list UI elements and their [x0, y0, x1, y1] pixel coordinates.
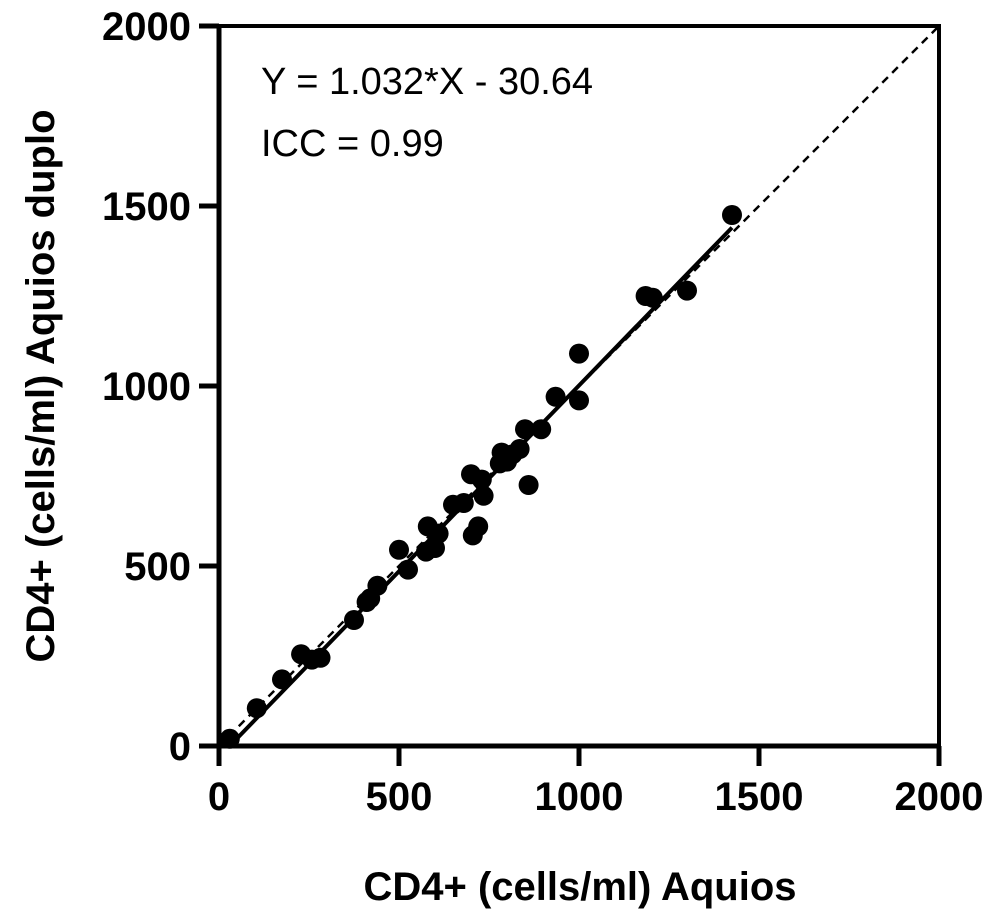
- data-point: [471, 469, 492, 490]
- data-points: [219, 205, 742, 749]
- data-point: [473, 485, 494, 506]
- data-point: [518, 475, 539, 495]
- y-axis-title: CD4+ (cells/ml) Aquios duplo: [19, 109, 63, 662]
- y-tick-label: 1000: [102, 365, 191, 409]
- data-point: [367, 575, 388, 596]
- data-point: [569, 390, 589, 411]
- x-tick-label: 1500: [715, 775, 804, 819]
- data-point: [515, 419, 535, 440]
- data-point: [642, 287, 663, 308]
- data-point: [453, 493, 474, 513]
- data-point: [509, 439, 530, 459]
- x-axis-title: CD4+ (cells/ml) Aquios: [363, 865, 796, 909]
- x-tick-label: 0: [208, 775, 230, 819]
- x-tick-label: 1000: [535, 775, 624, 819]
- y-tick-label: 2000: [102, 5, 191, 49]
- data-point: [468, 516, 489, 537]
- y-ticks: 0 500 1000 1500 2000: [102, 5, 219, 769]
- y-tick-label: 500: [124, 545, 191, 589]
- data-point: [398, 559, 418, 580]
- data-point: [677, 280, 697, 301]
- data-point: [545, 386, 566, 407]
- regression-equation: Y = 1.032*X - 30.64: [261, 61, 593, 103]
- data-point: [344, 610, 364, 630]
- data-point: [722, 205, 742, 225]
- x-ticks: 0 500 1000 1500 2000: [208, 746, 984, 819]
- y-tick-label: 1500: [102, 185, 191, 229]
- data-point: [272, 669, 292, 690]
- x-tick-label: 500: [366, 775, 433, 819]
- y-tick-label: 0: [169, 725, 191, 769]
- data-point: [246, 698, 267, 719]
- data-point: [569, 343, 589, 364]
- icc-annotation: ICC = 0.99: [261, 123, 444, 165]
- data-point: [389, 539, 409, 560]
- data-point: [428, 523, 449, 544]
- data-point: [531, 419, 552, 440]
- x-tick-label: 2000: [895, 775, 984, 819]
- data-point: [310, 647, 331, 668]
